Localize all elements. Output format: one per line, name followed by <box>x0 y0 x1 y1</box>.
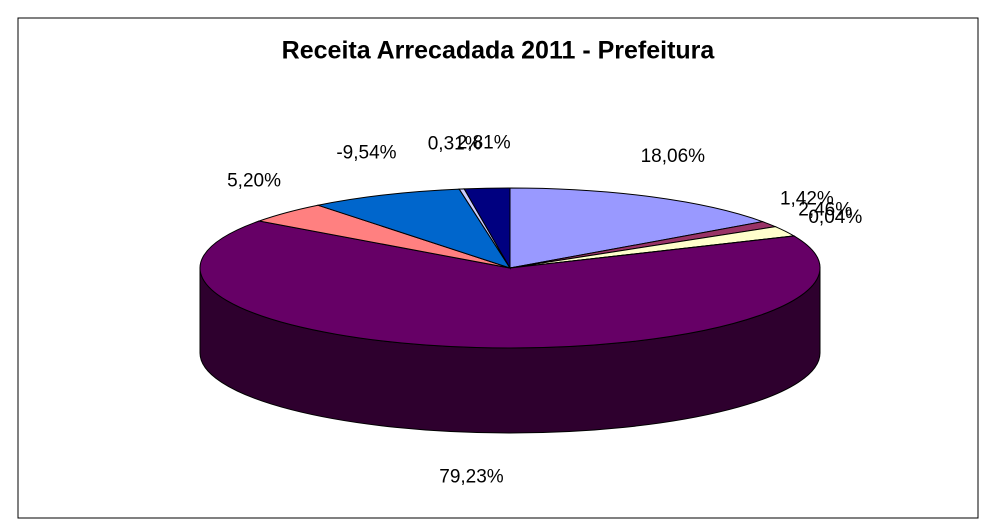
data-label: 5,20% <box>227 170 281 191</box>
data-label: 18,06% <box>641 146 706 167</box>
slice <box>509 187 765 269</box>
slice <box>316 188 512 269</box>
data-label: 2,81% <box>457 132 511 153</box>
slice <box>463 187 511 270</box>
data-label: 2,46% <box>798 200 852 221</box>
data-label: 0,04% <box>808 207 862 228</box>
data-label: 79,23% <box>439 466 504 487</box>
slice <box>199 220 821 349</box>
data-label: 0,31% <box>428 134 482 155</box>
chart-title: Receita Arrecadada 2011 - Prefeitura <box>282 37 716 65</box>
data-label: 1,42% <box>780 188 834 209</box>
data-label: -9,54% <box>336 143 396 164</box>
